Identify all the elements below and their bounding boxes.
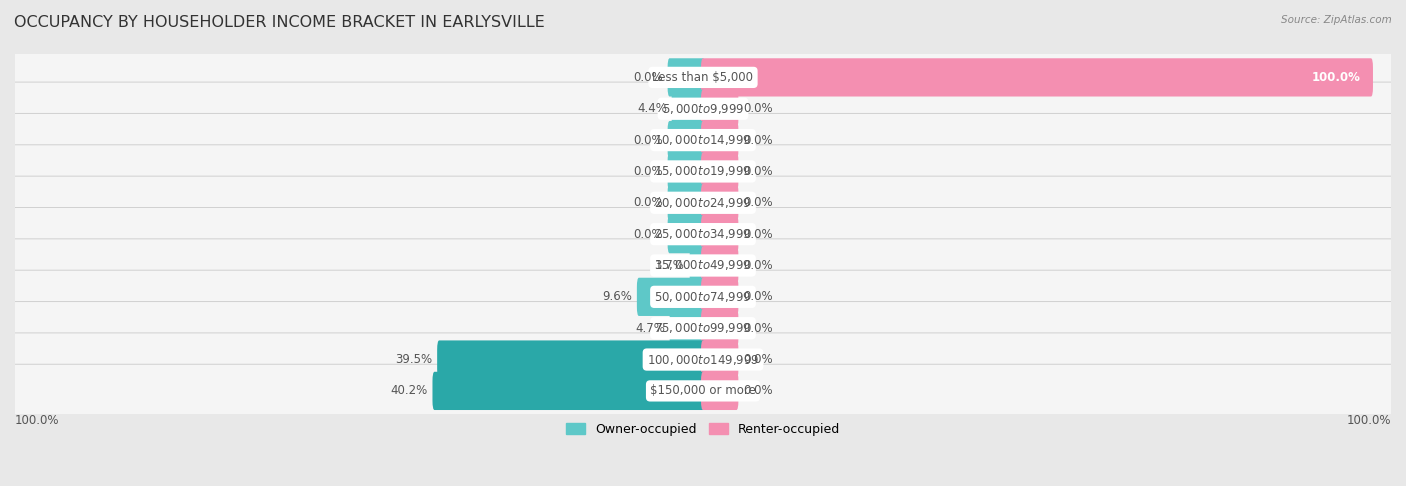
Text: 0.0%: 0.0% — [744, 196, 773, 209]
Legend: Owner-occupied, Renter-occupied: Owner-occupied, Renter-occupied — [561, 417, 845, 441]
FancyBboxPatch shape — [437, 340, 704, 379]
FancyBboxPatch shape — [702, 89, 738, 128]
Text: 1.7%: 1.7% — [655, 259, 685, 272]
Text: 0.0%: 0.0% — [744, 259, 773, 272]
Text: $25,000 to $34,999: $25,000 to $34,999 — [654, 227, 752, 241]
Text: $150,000 or more: $150,000 or more — [650, 384, 756, 398]
FancyBboxPatch shape — [668, 58, 704, 97]
FancyBboxPatch shape — [702, 246, 738, 285]
FancyBboxPatch shape — [702, 58, 1374, 97]
Text: 0.0%: 0.0% — [633, 165, 662, 178]
Text: 0.0%: 0.0% — [744, 134, 773, 147]
FancyBboxPatch shape — [668, 215, 704, 253]
FancyBboxPatch shape — [13, 239, 1393, 292]
FancyBboxPatch shape — [702, 121, 738, 159]
FancyBboxPatch shape — [13, 113, 1393, 167]
Text: 9.6%: 9.6% — [602, 290, 633, 303]
Text: $100,000 to $149,999: $100,000 to $149,999 — [647, 352, 759, 366]
Text: 4.4%: 4.4% — [637, 102, 666, 115]
FancyBboxPatch shape — [702, 309, 738, 347]
Text: 0.0%: 0.0% — [633, 134, 662, 147]
FancyBboxPatch shape — [13, 176, 1393, 229]
Text: Source: ZipAtlas.com: Source: ZipAtlas.com — [1281, 15, 1392, 25]
FancyBboxPatch shape — [433, 372, 704, 410]
FancyBboxPatch shape — [702, 278, 738, 316]
FancyBboxPatch shape — [13, 301, 1393, 355]
FancyBboxPatch shape — [669, 309, 704, 347]
Text: 0.0%: 0.0% — [633, 196, 662, 209]
FancyBboxPatch shape — [702, 372, 738, 410]
FancyBboxPatch shape — [702, 215, 738, 253]
Text: $35,000 to $49,999: $35,000 to $49,999 — [654, 259, 752, 273]
Text: $20,000 to $24,999: $20,000 to $24,999 — [654, 196, 752, 210]
Text: 0.0%: 0.0% — [744, 102, 773, 115]
Text: $5,000 to $9,999: $5,000 to $9,999 — [662, 102, 744, 116]
Text: OCCUPANCY BY HOUSEHOLDER INCOME BRACKET IN EARLYSVILLE: OCCUPANCY BY HOUSEHOLDER INCOME BRACKET … — [14, 15, 544, 30]
FancyBboxPatch shape — [689, 246, 704, 285]
FancyBboxPatch shape — [702, 152, 738, 191]
Text: 0.0%: 0.0% — [744, 165, 773, 178]
FancyBboxPatch shape — [13, 82, 1393, 136]
FancyBboxPatch shape — [13, 51, 1393, 104]
Text: 0.0%: 0.0% — [744, 322, 773, 335]
Text: 100.0%: 100.0% — [1312, 71, 1361, 84]
Text: 0.0%: 0.0% — [744, 353, 773, 366]
FancyBboxPatch shape — [668, 152, 704, 191]
FancyBboxPatch shape — [13, 333, 1393, 386]
FancyBboxPatch shape — [672, 89, 704, 128]
Text: 39.5%: 39.5% — [395, 353, 433, 366]
FancyBboxPatch shape — [13, 364, 1393, 417]
Text: 0.0%: 0.0% — [744, 227, 773, 241]
Text: $50,000 to $74,999: $50,000 to $74,999 — [654, 290, 752, 304]
Text: $10,000 to $14,999: $10,000 to $14,999 — [654, 133, 752, 147]
Text: 100.0%: 100.0% — [15, 415, 59, 427]
Text: 100.0%: 100.0% — [1347, 415, 1391, 427]
FancyBboxPatch shape — [13, 270, 1393, 324]
FancyBboxPatch shape — [702, 184, 738, 222]
Text: 0.0%: 0.0% — [744, 384, 773, 398]
FancyBboxPatch shape — [668, 121, 704, 159]
FancyBboxPatch shape — [637, 278, 704, 316]
Text: 0.0%: 0.0% — [744, 290, 773, 303]
Text: 40.2%: 40.2% — [391, 384, 427, 398]
Text: 0.0%: 0.0% — [633, 71, 662, 84]
FancyBboxPatch shape — [13, 208, 1393, 261]
FancyBboxPatch shape — [13, 145, 1393, 198]
Text: Less than $5,000: Less than $5,000 — [652, 71, 754, 84]
Text: $75,000 to $99,999: $75,000 to $99,999 — [654, 321, 752, 335]
Text: $15,000 to $19,999: $15,000 to $19,999 — [654, 164, 752, 178]
FancyBboxPatch shape — [668, 184, 704, 222]
FancyBboxPatch shape — [702, 340, 738, 379]
Text: 4.7%: 4.7% — [636, 322, 665, 335]
Text: 0.0%: 0.0% — [633, 227, 662, 241]
